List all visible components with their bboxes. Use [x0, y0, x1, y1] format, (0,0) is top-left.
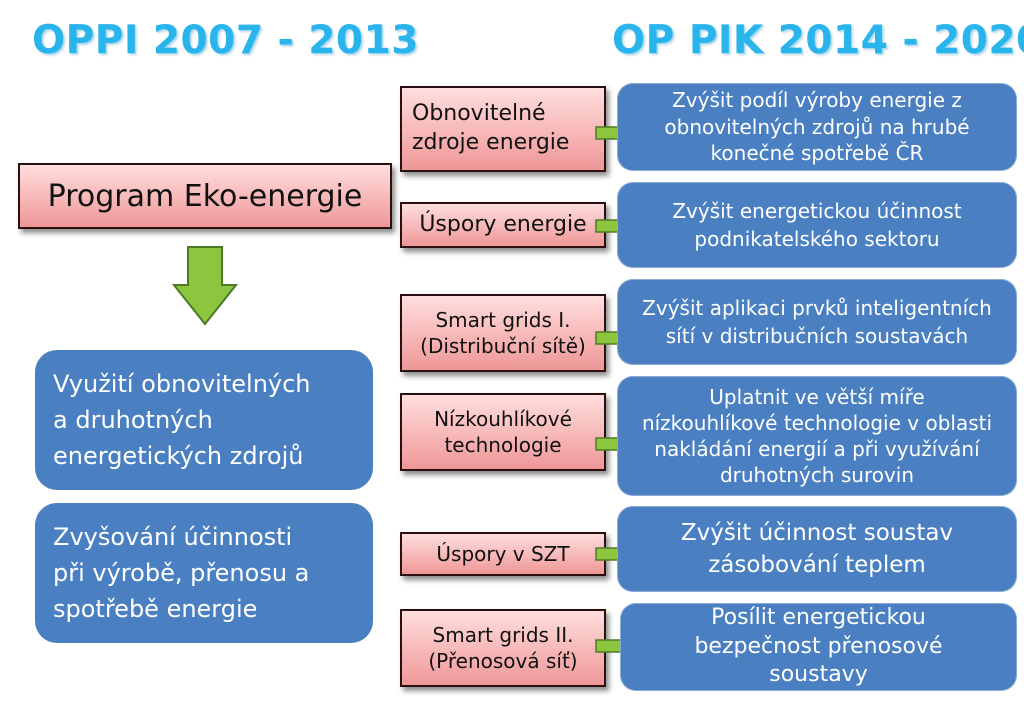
- left-item-renewable: Využití obnovitelných a druhotných energ…: [35, 350, 373, 490]
- category-label: Úspory energie: [419, 211, 587, 237]
- goal-heating-systems: Zvýšit účinnost soustav zásobování teple…: [617, 506, 1017, 592]
- category-label: Obnovitelné zdroje energie: [412, 101, 570, 155]
- category-smart-grids-transmission: Smart grids II. (Přenosová síť): [400, 609, 606, 687]
- goal-low-carbon: Uplatnit ve větší míře nízkouhlíkové tec…: [617, 376, 1017, 496]
- goal-business-efficiency: Zvýšit energetickou účinnost podnikatels…: [617, 182, 1017, 268]
- program-eko-energie-box: Program Eko-energie: [18, 163, 392, 229]
- goal-transmission-security: Posílit energetickou bezpečnost přenosov…: [620, 603, 1017, 691]
- goal-renewable-share: Zvýšit podíl výroby energie z obnoviteln…: [617, 83, 1017, 171]
- goal-smart-grids-distribution: Zvýšit aplikaci prvků inteligentních sít…: [617, 279, 1017, 365]
- category-smart-grids-distribution: Smart grids I. (Distribuční sítě): [400, 294, 606, 372]
- goal-text: Zvýšit energetickou účinnost podnikatels…: [672, 199, 962, 251]
- category-szt-savings: Úspory v SZT: [400, 532, 606, 576]
- category-label: Smart grids I. (Distribuční sítě): [420, 308, 586, 358]
- category-label: Smart grids II. (Přenosová síť): [428, 623, 578, 673]
- left-item-text: Využití obnovitelných a druhotných energ…: [53, 370, 311, 470]
- goal-text: Zvýšit účinnost soustav zásobování teple…: [680, 519, 954, 578]
- program-label: Program Eko-energie: [47, 178, 363, 214]
- left-item-efficiency: Zvyšování účinnosti při výrobě, přenosu …: [35, 503, 373, 643]
- goal-text: Posílit energetickou bezpečnost přenosov…: [694, 605, 943, 688]
- title-op-pik: OP PIK 2014 - 2020: [612, 18, 1024, 63]
- category-energy-savings: Úspory energie: [400, 202, 606, 248]
- left-item-text: Zvyšování účinnosti při výrobě, přenosu …: [53, 523, 310, 623]
- category-label: Nízkouhlíkové technologie: [434, 407, 572, 457]
- category-label: Úspory v SZT: [436, 542, 570, 566]
- goal-text: Uplatnit ve větší míře nízkouhlíkové tec…: [641, 385, 993, 487]
- goal-text: Zvýšit podíl výroby energie z obnoviteln…: [664, 88, 970, 166]
- category-renewable-sources: Obnovitelné zdroje energie: [400, 86, 606, 172]
- down-arrow-icon: [172, 246, 238, 326]
- goal-text: Zvýšit aplikaci prvků inteligentních sít…: [642, 296, 992, 348]
- category-low-carbon: Nízkouhlíkové technologie: [400, 393, 606, 471]
- title-oppi: OPPI 2007 - 2013: [32, 18, 419, 63]
